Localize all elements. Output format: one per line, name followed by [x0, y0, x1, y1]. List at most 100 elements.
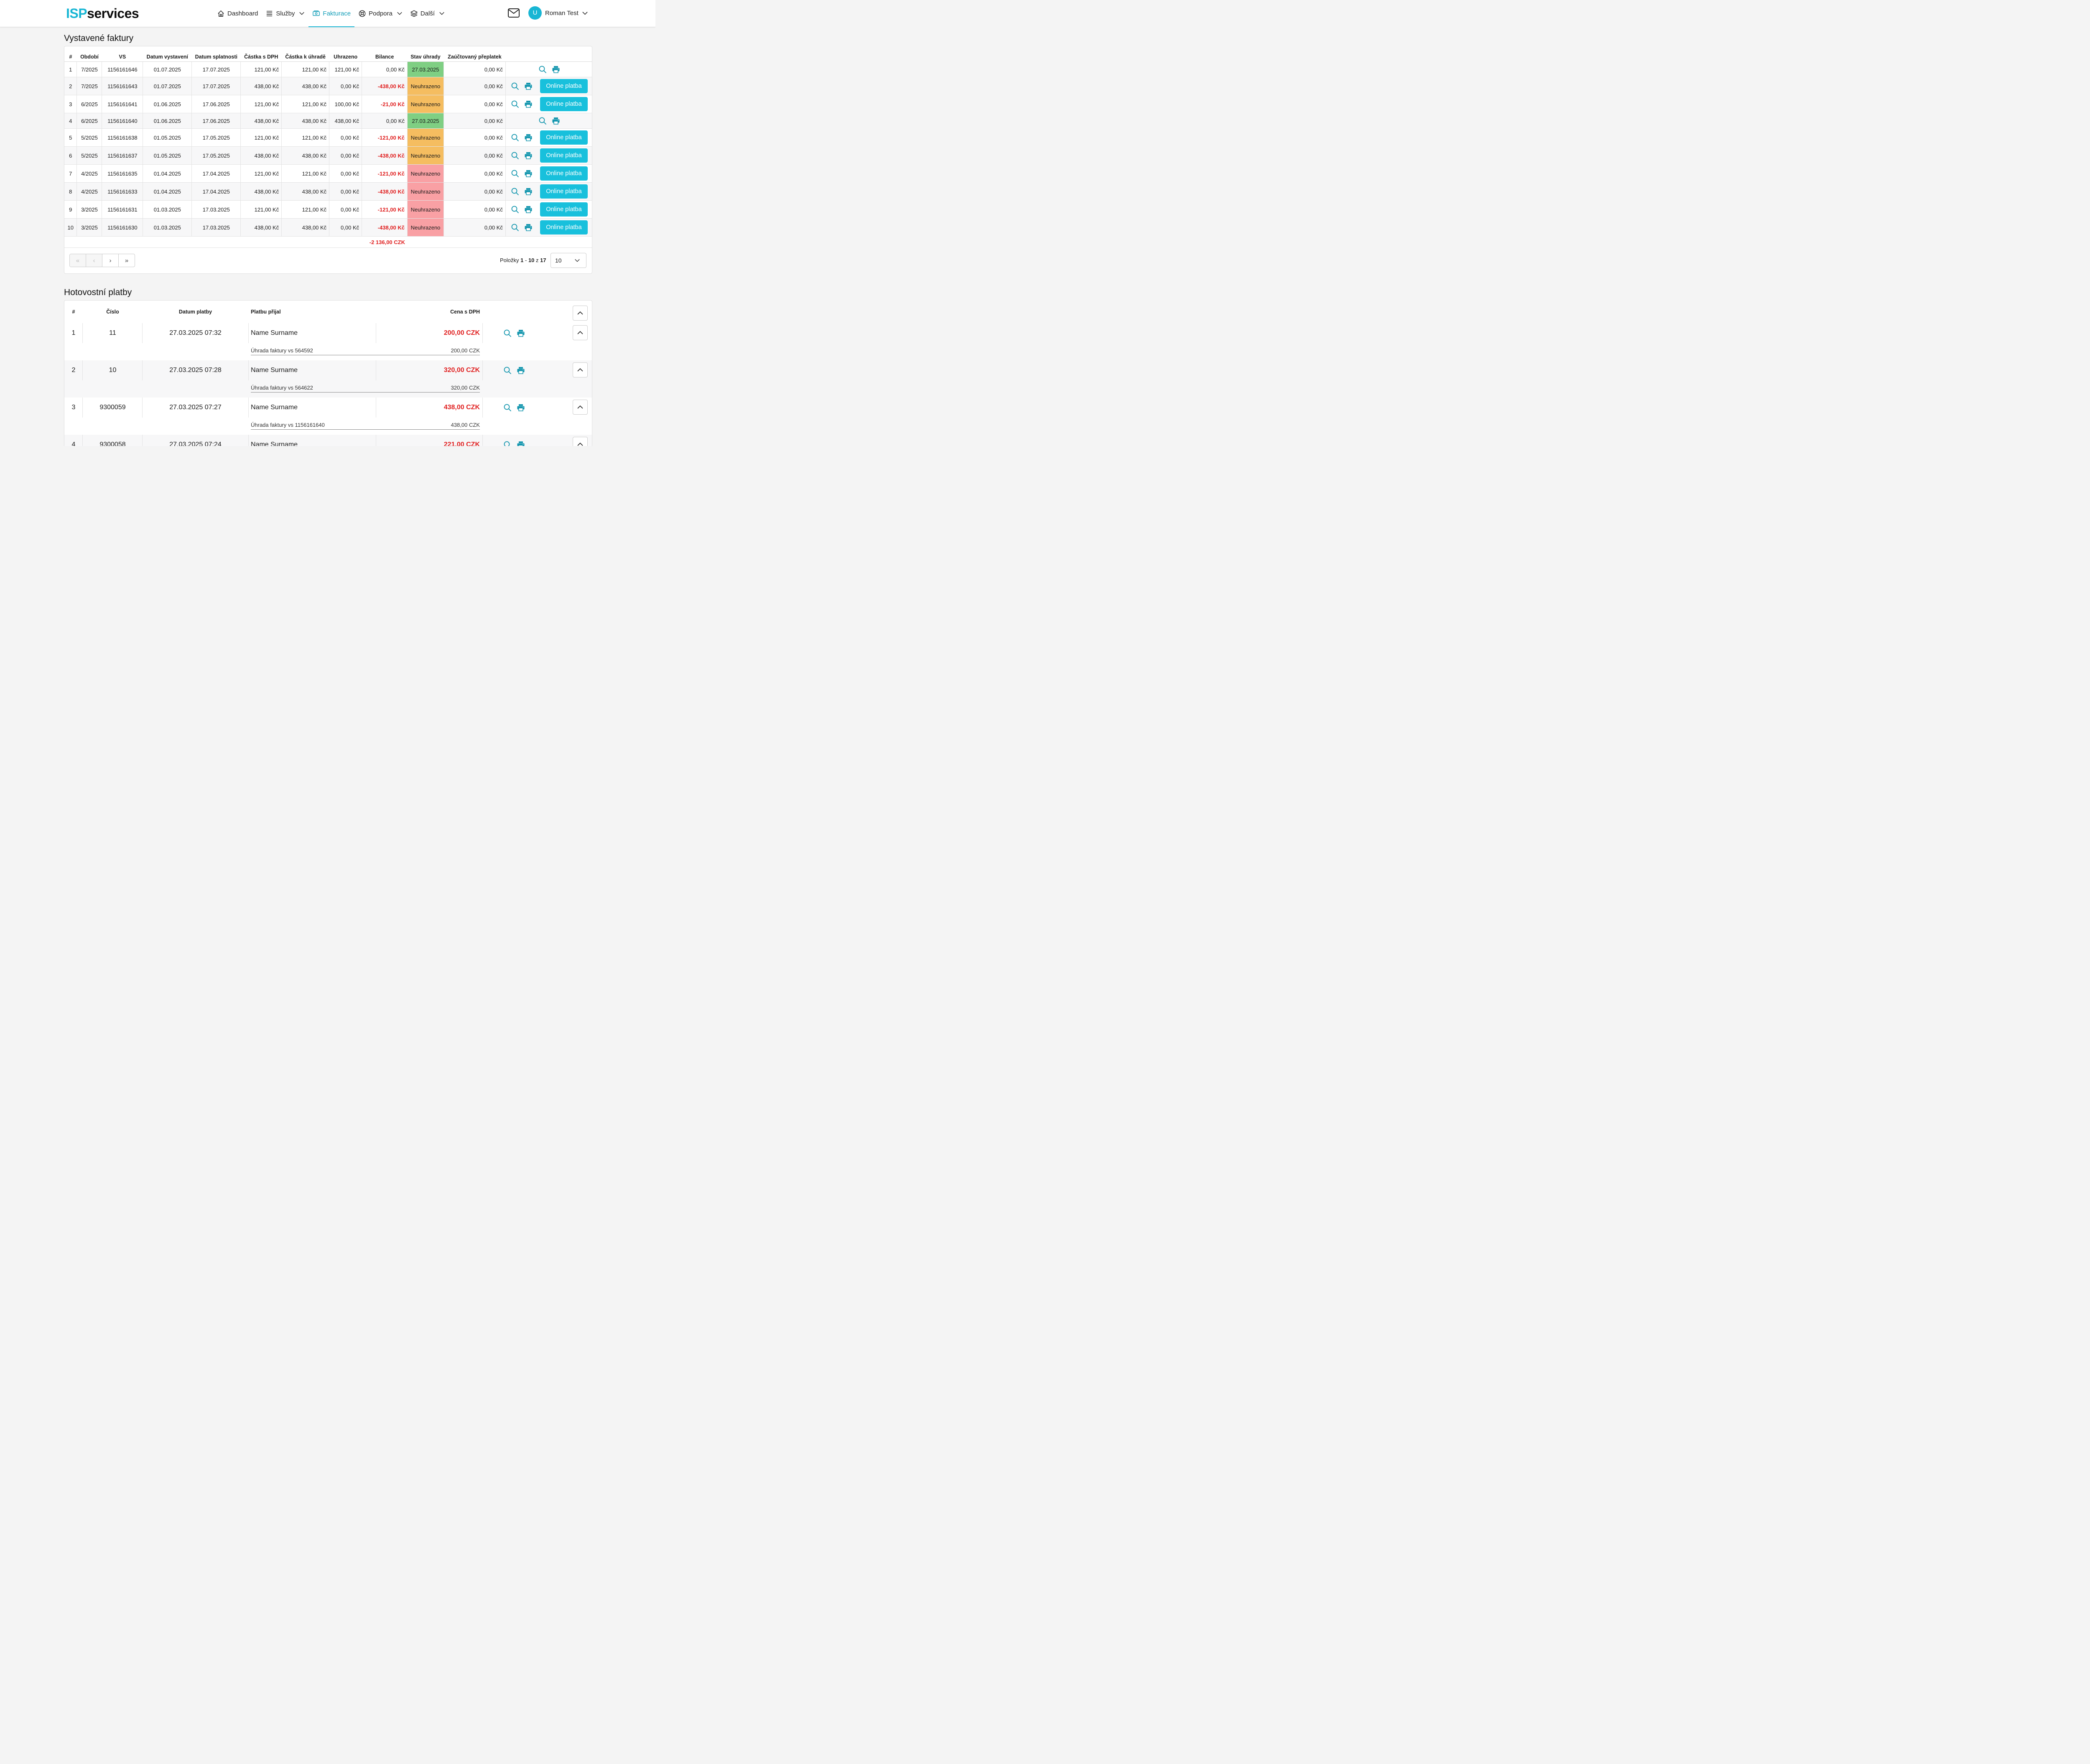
variable-symbol: 1156161640	[102, 113, 143, 129]
balance: -438,00 Kč	[362, 77, 408, 95]
print-icon[interactable]	[517, 403, 525, 412]
payment-date: 27.03.2025 07:32	[169, 329, 222, 336]
nav-item-label: Služby	[276, 10, 295, 17]
collapse-row-button[interactable]	[572, 362, 588, 377]
collapse-row-button[interactable]	[572, 399, 588, 415]
cash-table-header: # Číslo Datum platby Platbu přijal Cena …	[64, 301, 592, 324]
amount-to-pay: 121,00 Kč	[281, 200, 330, 219]
print-icon[interactable]	[517, 366, 525, 375]
nav-item-4[interactable]: Další	[406, 0, 449, 27]
table-row: 1 11 27.03.2025 07:32 Name Surname 200,00 CZ…	[64, 323, 592, 344]
chevron-up-icon	[577, 331, 583, 334]
overpayment: 0,00 Kč	[443, 61, 506, 77]
search-icon[interactable]	[538, 65, 547, 74]
print-icon[interactable]	[524, 169, 533, 178]
payment-status: Neuhrazeno	[407, 218, 444, 237]
next-page-button[interactable]: ›	[102, 254, 119, 267]
search-icon[interactable]	[511, 187, 519, 196]
print-icon[interactable]	[524, 133, 533, 142]
print-icon[interactable]	[524, 205, 533, 214]
mail-icon[interactable]	[507, 8, 520, 18]
print-icon[interactable]	[524, 82, 533, 90]
print-icon[interactable]	[524, 223, 533, 232]
search-icon[interactable]	[538, 117, 547, 125]
page-size-select[interactable]: 10	[550, 252, 586, 268]
avatar[interactable]: U	[528, 6, 542, 20]
online-payment-button[interactable]: Online platba	[540, 97, 588, 111]
issue-date: 01.07.2025	[143, 77, 192, 95]
row-actions	[503, 398, 528, 418]
payment-status: Neuhrazeno	[407, 146, 444, 165]
collapse-all-button[interactable]	[572, 305, 588, 321]
user-menu[interactable]: Roman Test	[545, 6, 588, 20]
search-icon[interactable]	[503, 366, 512, 375]
collapse-row-button[interactable]	[572, 436, 588, 446]
online-payment-button[interactable]: Online platba	[540, 79, 588, 93]
price-with-vat: 221,00 CZK	[443, 441, 480, 446]
balance: 0,00 Kč	[362, 61, 408, 77]
nav-item-label: Podpora	[369, 10, 393, 17]
online-payment-button[interactable]: Online platba	[540, 184, 588, 199]
nav-item-0[interactable]: Dashboard	[213, 0, 262, 27]
search-icon[interactable]	[511, 169, 519, 178]
search-icon[interactable]	[511, 205, 519, 214]
print-icon[interactable]	[517, 441, 525, 446]
search-icon[interactable]	[511, 151, 519, 160]
print-icon[interactable]	[517, 329, 525, 337]
row-actions: Online platba	[505, 128, 592, 147]
brand-logo[interactable]: ISPservices	[66, 5, 139, 21]
variable-symbol: 1156161631	[102, 200, 143, 219]
search-icon[interactable]	[503, 441, 512, 446]
amount-to-pay: 121,00 Kč	[281, 128, 330, 147]
row-actions: Online platba	[505, 182, 592, 201]
online-payment-button[interactable]: Online platba	[540, 130, 588, 145]
invoices-total: -2 136,00 CZK	[369, 239, 405, 245]
search-icon[interactable]	[511, 82, 519, 90]
row-actions	[505, 113, 592, 129]
cash-payments-title: Hotovostní platby	[64, 287, 132, 297]
paid-amount: 0,00 Kč	[329, 182, 362, 201]
issue-date: 01.03.2025	[143, 218, 192, 237]
page: ISPservices Dashboard Služby Fakturace Podp…	[0, 0, 655, 446]
online-payment-button[interactable]: Online platba	[540, 148, 588, 163]
detail-amount: 200,00 CZK	[451, 347, 480, 354]
nav-item-1[interactable]: Služby	[262, 0, 308, 27]
period: 7/2025	[76, 61, 102, 77]
nav-item-2[interactable]: Fakturace	[308, 0, 354, 27]
received-by: Name Surname	[250, 329, 298, 336]
nav-item-3[interactable]: Podpora	[354, 0, 406, 27]
main-nav: Dashboard Služby Fakturace Podpora Další	[213, 0, 449, 27]
online-payment-button[interactable]: Online platba	[540, 202, 588, 217]
payment-number: 9300059	[99, 403, 126, 411]
due-date: 17.04.2025	[191, 164, 241, 183]
period: 5/2025	[76, 146, 102, 165]
prev-page-button[interactable]: ‹	[86, 254, 102, 267]
period: 7/2025	[76, 77, 102, 95]
online-payment-button[interactable]: Online platba	[540, 166, 588, 181]
balance: -21,00 Kč	[362, 95, 408, 113]
print-icon[interactable]	[524, 151, 533, 160]
print-icon[interactable]	[524, 187, 533, 196]
search-icon[interactable]	[503, 403, 512, 412]
last-page-button[interactable]: »	[125, 257, 129, 264]
search-icon[interactable]	[511, 100, 519, 108]
first-page-button[interactable]: «	[69, 254, 86, 267]
overpayment: 0,00 Kč	[443, 200, 506, 219]
search-icon[interactable]	[503, 329, 512, 337]
payment-status: Neuhrazeno	[407, 77, 444, 95]
print-icon[interactable]	[524, 100, 533, 108]
payment-number: 10	[109, 366, 117, 374]
table-row: 6 5/2025 1156161637 01.05.2025 17.05.2025 438…	[64, 146, 592, 165]
table-row: 10 3/2025 1156161630 01.03.2025 17.03.2025 43…	[64, 218, 592, 237]
online-payment-button[interactable]: Online platba	[540, 220, 588, 235]
collapse-row-button[interactable]	[572, 325, 588, 340]
search-icon[interactable]	[511, 223, 519, 232]
table-row: 7 4/2025 1156161635 01.04.2025 17.04.2025 121…	[64, 164, 592, 183]
print-icon[interactable]	[552, 65, 560, 74]
chevron-down-icon	[299, 12, 305, 15]
payment-detail-row: Úhrada faktury vs 1156161640 438,00 CZK	[64, 417, 592, 435]
top-navigation-bar: ISPservices Dashboard Služby Fakturace Podp…	[0, 0, 655, 27]
variable-symbol: 1156161633	[102, 182, 143, 201]
print-icon[interactable]	[552, 117, 560, 125]
search-icon[interactable]	[511, 133, 519, 142]
